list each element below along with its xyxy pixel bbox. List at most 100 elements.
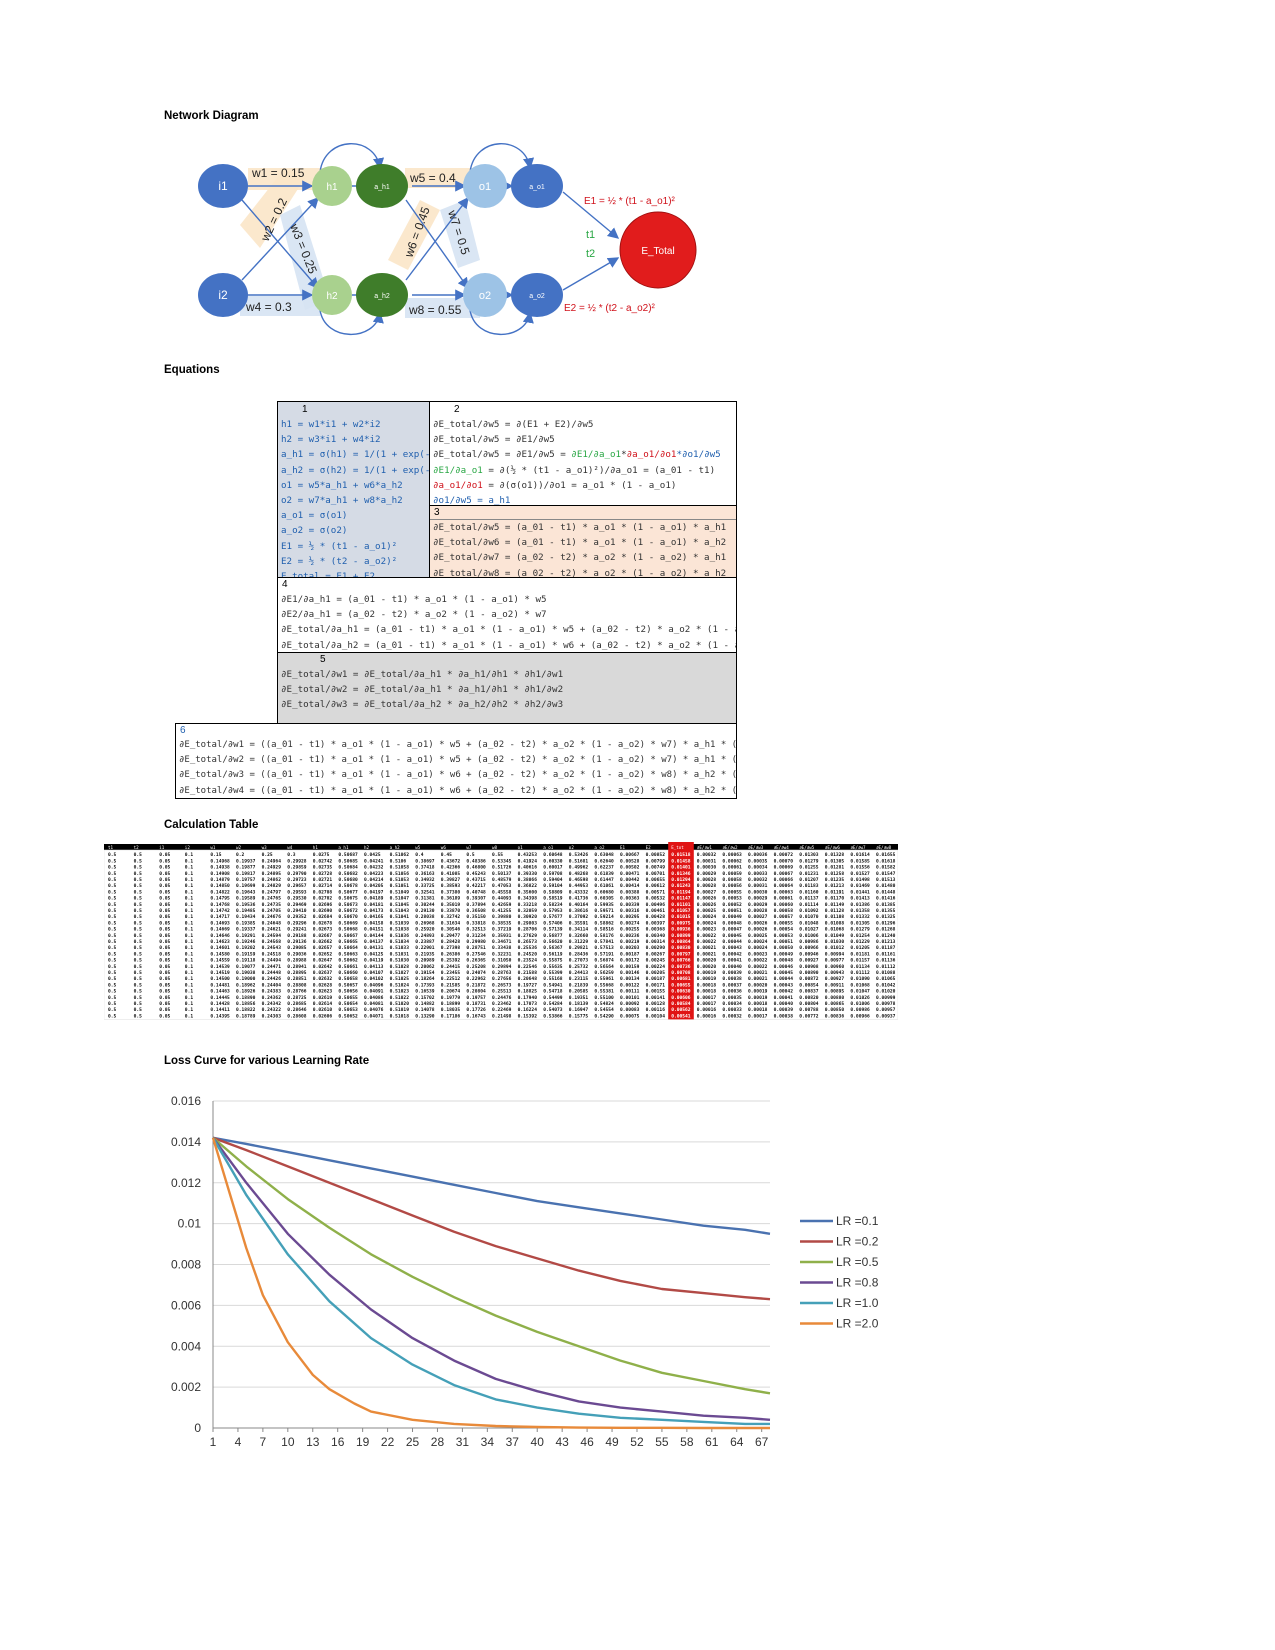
calc-cell: 0.00224 — [646, 964, 666, 970]
calc-cell: 0.51681 — [569, 858, 589, 864]
calc-cell: 0.00865 — [825, 1001, 845, 1007]
calc-cell: 0.01134 — [850, 964, 870, 970]
calc-header-29: ∂E/∂w7 — [850, 845, 866, 850]
eq-2-line-2: ∂E_total/∂w5 = ∂E1/∂w5 — [433, 434, 555, 446]
calc-cell: 0.00171 — [646, 982, 666, 988]
calc-cell: 0.00062 — [722, 858, 742, 864]
calc-cell: 0.00042 — [722, 951, 742, 957]
calc-header-10: h2 — [364, 845, 370, 850]
calc-cell: 0.00046 — [774, 964, 794, 970]
calc-cell: 0.51058 — [390, 865, 410, 871]
calc-cell: 0.05 — [159, 964, 170, 970]
calc-cell: 0.62237 — [594, 865, 614, 871]
calc-cell: 0.00219 — [620, 939, 640, 945]
calc-cell: 0.00022 — [697, 939, 717, 945]
calc-cell: 0.59214 — [594, 914, 614, 920]
calc-cell: 0.00017 — [697, 1001, 717, 1007]
calc-cell: 0.24964 — [262, 858, 282, 864]
calc-cell: 0.51023 — [390, 989, 410, 995]
calc-header-24: ∂E/∂w2 — [722, 845, 738, 850]
calc-cell: 0.56874 — [594, 958, 614, 964]
calc-cell: 0.20648 — [518, 976, 538, 982]
calc-cell: 0.17186 — [441, 1013, 461, 1019]
calc-cell: 0.41924 — [518, 858, 538, 864]
calc-cell: 0.00032 — [722, 1013, 742, 1019]
calc-cell: 0.02652 — [313, 951, 333, 957]
calc-cell: 0.43672 — [441, 858, 461, 864]
calc-cell: 0.19643 — [236, 889, 256, 895]
calc-header-23: ∂E/∂w1 — [697, 845, 713, 850]
calc-cell: 0.5 — [108, 933, 117, 939]
calc-cell: 0.05 — [159, 889, 170, 895]
calc-cell: 0.21839 — [569, 982, 589, 988]
calc-cell: 0.01655 — [876, 852, 896, 858]
calc-cell: 0.24543 — [262, 945, 282, 951]
calc-cell: 0.5 — [108, 1013, 117, 1019]
calc-cell: 0.01112 — [876, 964, 896, 970]
calc-cell: 0.32231 — [492, 951, 512, 957]
calc-cell: 0.01547 — [876, 871, 896, 877]
calc-cell: 0.29928 — [287, 858, 307, 864]
calc-cell: 0.02708 — [313, 889, 333, 895]
calc-cell: 0.00397 — [646, 920, 666, 926]
calc-cell: 0.5 — [134, 964, 143, 970]
calc-cell: 0.19077 — [236, 964, 256, 970]
calc-cell: 0.28428 — [441, 939, 461, 945]
calc-cell: 0.14669 — [210, 927, 230, 933]
calc-cell: 0.00041 — [722, 958, 742, 964]
eq-4-line-2: ∂E2/∂a_h1 = (a_02 - t2) * a_o2 * (1 - a_… — [281, 609, 547, 621]
calc-cell: 0.1 — [185, 896, 194, 902]
calc-cell: 0.26386 — [441, 951, 461, 957]
calc-cell: 0.00028 — [697, 877, 717, 883]
calc-cell: 0.60680 — [594, 889, 614, 895]
calc-cell: 0.14428 — [210, 1001, 230, 1007]
calc-cell: 0.5 — [134, 889, 143, 895]
calc-cell: 0.36822 — [518, 883, 538, 889]
calc-cell: 0.00038 — [774, 1013, 794, 1019]
calc-cell: 0.22469 — [492, 1007, 512, 1013]
calc-cell: 0.18825 — [518, 989, 538, 995]
calc-cell: 0.19246 — [236, 939, 256, 945]
series-line-1 — [212, 1136, 771, 1301]
calc-cell: 0.01006 — [850, 1001, 870, 1007]
calc-cell: 0.00042 — [774, 989, 794, 995]
calc-cell: 0.29036 — [287, 951, 307, 957]
calc-cell: 0.00029 — [748, 896, 768, 902]
calc-cell: 0.30546 — [441, 927, 461, 933]
calc-cell: 0.01070 — [799, 914, 819, 920]
svg-text:h1: h1 — [326, 182, 338, 193]
calc-cell: 0.60330 — [543, 858, 563, 864]
svg-text:a_o1: a_o1 — [529, 184, 545, 191]
calc-cell: 0.02721 — [313, 877, 333, 883]
calc-cell: 0.23462 — [492, 1001, 512, 1007]
calc-cell: 0.14601 — [210, 945, 230, 951]
calc-cell: 0.00019 — [697, 970, 717, 976]
calc-cell: 0.00986 — [799, 939, 819, 945]
calc-cell: 0.00030 — [748, 889, 768, 895]
calc-cell: 0.25513 — [492, 989, 512, 995]
calc-cell: 0.00050 — [774, 945, 794, 951]
calc-cell: 0.02642 — [313, 964, 333, 970]
eq-section-4-number: 4 — [282, 579, 288, 590]
calc-cell: 0.56877 — [543, 933, 563, 939]
calc-cell: 0.51027 — [390, 970, 410, 976]
calc-cell: 0.28808 — [287, 982, 307, 988]
calc-cell: 0.35019 — [441, 902, 461, 908]
calc-cell: 0.5 — [108, 951, 117, 957]
calc-cell: 0.00111 — [620, 989, 640, 995]
calc-cell: 0.50665 — [338, 939, 358, 945]
calc-cell: 0.18899 — [441, 1001, 461, 1007]
calc-cell: 0.51039 — [390, 920, 410, 926]
calc-cell: 0.57677 — [543, 914, 563, 920]
calc-cell: 0.51034 — [390, 939, 410, 945]
calc-cell: 0.04076 — [364, 1007, 384, 1013]
calc-cell: 0.25536 — [518, 945, 538, 951]
calc-cell: 0.40164 — [569, 902, 589, 908]
calc-cell: 0.19757 — [236, 877, 256, 883]
x-tick-label: 61 — [705, 1435, 719, 1449]
calc-cell: 0.1 — [185, 883, 194, 889]
calc-cell: 0.04131 — [364, 945, 384, 951]
calc-cell: 0.00290 — [646, 945, 666, 951]
calc-cell: 0.04091 — [364, 989, 384, 995]
calc-cell: 0.24415 — [441, 964, 461, 970]
